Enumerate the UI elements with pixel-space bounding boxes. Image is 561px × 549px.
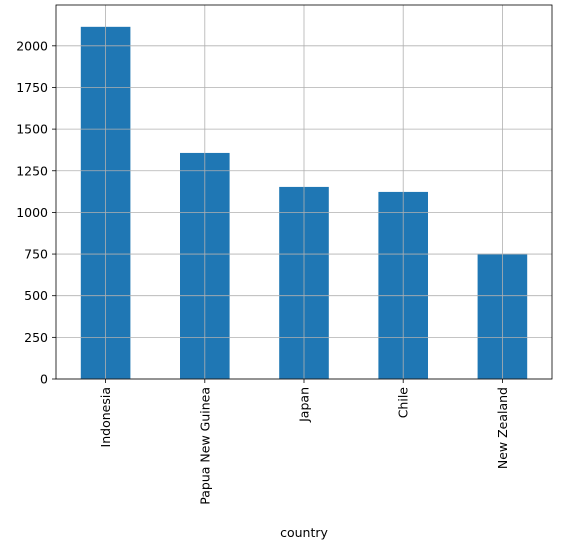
y-tick-label: 750 [24,247,48,262]
y-tick-label: 1500 [16,122,48,137]
x-tick-label: Japan [297,387,312,423]
y-tick-label: 500 [24,288,48,303]
y-tick-label: 250 [24,330,48,345]
x-tick-label: New Zealand [495,387,510,469]
y-tick-label: 1000 [16,205,48,220]
y-tick-label: 0 [40,372,48,387]
x-tick-label: Indonesia [98,387,113,447]
plot-frame [55,4,553,380]
x-tick-label: Chile [396,387,411,419]
y-tick-label: 1250 [16,163,48,178]
y-tick-label: 1750 [16,80,48,95]
x-axis-label: country [280,525,328,540]
x-tick-label: Papua New Guinea [197,387,212,505]
y-tick-label: 2000 [16,38,48,53]
